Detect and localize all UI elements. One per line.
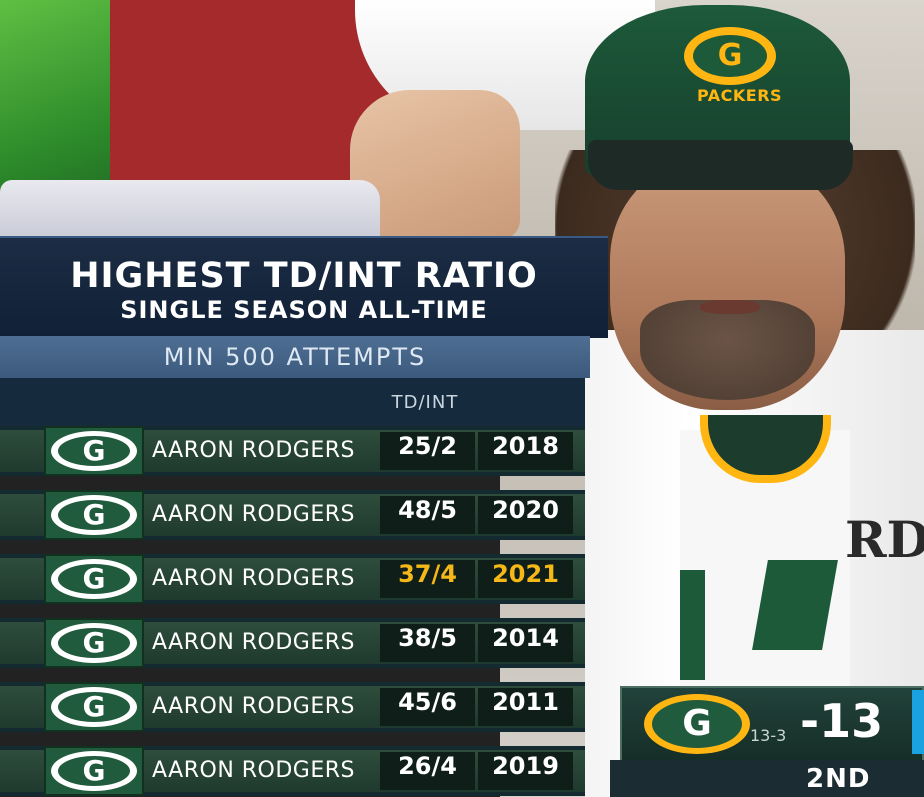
td-int-ratio: 25/2 [398,432,457,460]
season-year: 2019 [492,752,559,780]
player-mouth [700,300,760,314]
table-row: G AARON RODGERS 25/2 2018 [0,426,585,476]
packers-g-logo-icon: G [44,490,144,540]
table-row-highlighted: G AARON RODGERS 37/4 2021 [0,554,585,604]
title-box: HIGHEST TD/INT RATIO SINGLE SEASON ALL-T… [0,236,608,338]
td-int-ratio: 37/4 [398,560,457,588]
td-int-ratio: 48/5 [398,496,457,524]
packers-g-logo-icon: G [44,426,144,476]
table-row: G AARON RODGERS 48/5 2020 [0,490,585,540]
table-row: G AARON RODGERS 45/6 2011 [0,682,585,732]
packers-g-logo-icon: G [44,682,144,732]
team-score: -13 [800,694,884,748]
packers-g-logo-icon: G [44,746,144,796]
towel-top [0,180,380,240]
stats-graphic: HIGHEST TD/INT RATIO SINGLE SEASON ALL-T… [0,236,608,797]
season-year: 2018 [492,432,559,460]
table-row: G AARON RODGERS 38/5 2014 [0,618,585,668]
player-name: AARON RODGERS [152,694,356,719]
cap-g-logo-icon: G [684,27,776,85]
jersey-number-shape-2 [680,570,705,680]
column-header-td-int: TD/INT [391,392,459,413]
player-name: AARON RODGERS [152,758,356,783]
td-int-ratio: 26/4 [398,752,457,780]
packers-g-logo-icon: G [644,694,750,754]
cap-brim [588,140,853,190]
season-year: 2020 [492,496,559,524]
packers-g-logo-icon: G [44,554,144,604]
criteria-text: MIN 500 ATTEMPTS [163,343,427,371]
player-name: AARON RODGERS [152,566,356,591]
season-year: 2021 [492,560,559,588]
player-name: AARON RODGERS [152,438,356,463]
td-int-ratio: 45/6 [398,688,457,716]
score-bug: G 13-3 -13 2ND [610,686,924,797]
graphic-subtitle: SINGLE SEASON ALL-TIME [120,296,488,324]
cap-text: PACKERS [697,86,783,105]
criteria-bar: MIN 500 ATTEMPTS [0,336,590,378]
player-name: AARON RODGERS [152,630,356,655]
graphic-title: HIGHEST TD/INT RATIO [70,256,538,296]
player-beard [640,300,815,400]
score-bug-main: G 13-3 -13 [620,686,924,762]
quarter-bar: 2ND [610,760,924,797]
opponent-color-edge [912,690,924,754]
towel-text: RD [845,510,924,569]
table-row: G AARON RODGERS 26/4 2019 [0,746,585,796]
player-name: AARON RODGERS [152,502,356,527]
season-year: 2011 [492,688,559,716]
column-header-bar: TD/INT [0,378,585,426]
team-record: 13-3 [750,726,787,745]
season-year: 2014 [492,624,559,652]
td-int-ratio: 38/5 [398,624,457,652]
packers-g-logo-icon: G [44,618,144,668]
game-quarter: 2ND [806,764,871,794]
